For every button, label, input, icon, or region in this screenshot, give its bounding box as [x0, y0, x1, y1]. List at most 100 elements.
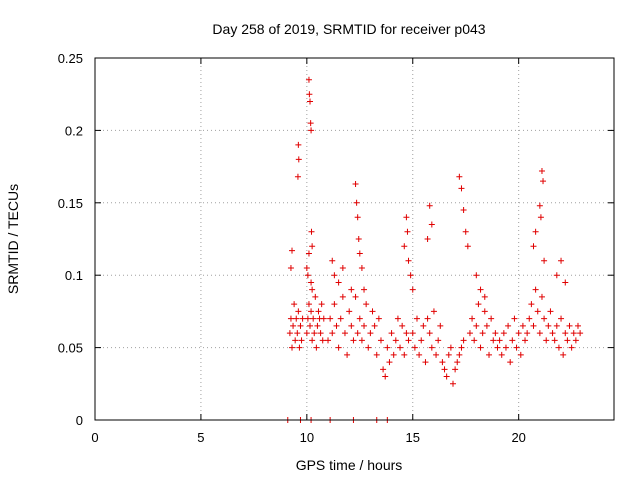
data-point	[437, 322, 444, 329]
data-point	[558, 257, 565, 264]
data-point	[369, 308, 376, 315]
y-tick-label: 0	[76, 413, 83, 428]
x-tick-label: 5	[197, 430, 204, 445]
data-point	[528, 301, 535, 308]
data-point	[507, 359, 514, 366]
data-point	[318, 301, 325, 308]
data-point	[447, 344, 454, 351]
axis-ticks: 0 5 10 15 20 0 0.05 0.1 0.15 0.2 0.25	[58, 51, 614, 445]
data-point	[494, 344, 501, 351]
data-point	[430, 308, 437, 315]
data-point	[352, 293, 359, 300]
data-point	[286, 330, 293, 337]
data-point	[502, 344, 509, 351]
data-point	[416, 351, 423, 358]
data-point	[386, 359, 393, 366]
data-point	[295, 156, 302, 163]
data-point	[313, 344, 320, 351]
data-point	[333, 322, 340, 329]
data-point	[404, 228, 411, 235]
data-point	[488, 315, 495, 322]
data-point	[445, 351, 452, 358]
data-point	[452, 366, 459, 373]
data-point	[435, 337, 442, 344]
data-point	[401, 351, 408, 358]
data-point	[298, 337, 305, 344]
y-tick-label: 0.25	[58, 51, 83, 66]
data-point	[337, 315, 344, 322]
plot-frame	[94, 57, 615, 421]
data-point	[356, 250, 363, 257]
data-point	[405, 337, 412, 344]
data-point	[526, 315, 533, 322]
data-point	[424, 315, 431, 322]
data-point	[505, 322, 512, 329]
data-point	[329, 330, 336, 337]
data-point	[310, 315, 317, 322]
data-point	[577, 330, 584, 337]
data-point	[293, 315, 300, 322]
data-point	[331, 272, 338, 279]
data-point	[348, 286, 355, 293]
data-point	[311, 330, 318, 337]
x-tick-label: 20	[511, 430, 525, 445]
data-point	[384, 344, 391, 351]
data-point	[481, 308, 488, 315]
chart-title: Day 258 of 2019, SRMTID for receiver p04…	[212, 21, 485, 37]
data-point	[454, 359, 461, 366]
data-point	[308, 279, 315, 286]
data-point	[405, 257, 412, 264]
data-point	[519, 322, 526, 329]
data-point	[553, 272, 560, 279]
data-point	[473, 272, 480, 279]
data-point	[483, 322, 490, 329]
data-point	[498, 351, 505, 358]
data-point	[352, 180, 359, 187]
data-point	[530, 322, 537, 329]
data-point	[572, 337, 579, 344]
data-point	[418, 337, 425, 344]
data-point	[392, 337, 399, 344]
data-point	[308, 228, 315, 235]
data-point	[532, 286, 539, 293]
data-point	[511, 315, 518, 322]
data-point	[361, 286, 368, 293]
data-point	[390, 351, 397, 358]
data-point	[462, 228, 469, 235]
data-point	[399, 322, 406, 329]
data-point	[566, 322, 573, 329]
data-point	[574, 322, 581, 329]
data-point	[292, 337, 299, 344]
data-point	[314, 322, 321, 329]
data-point	[295, 308, 302, 315]
x-tick-label: 10	[300, 430, 314, 445]
data-point	[490, 337, 497, 344]
data-point	[475, 301, 482, 308]
data-point	[397, 344, 404, 351]
data-point	[411, 344, 418, 351]
data-point	[289, 344, 296, 351]
data-point	[317, 330, 324, 337]
data-point	[460, 337, 467, 344]
data-point	[426, 202, 433, 209]
grid	[95, 58, 614, 420]
y-axis-label: SRMTID / TECUs	[5, 184, 21, 294]
data-point	[422, 359, 429, 366]
data-point	[428, 344, 435, 351]
data-point	[428, 221, 435, 228]
data-point	[568, 344, 575, 351]
data-point	[562, 279, 569, 286]
data-point	[450, 380, 457, 387]
data-point	[473, 322, 480, 329]
data-point	[325, 337, 332, 344]
y-tick-label: 0.05	[58, 341, 83, 356]
data-point	[466, 330, 473, 337]
data-point	[287, 315, 294, 322]
data-point	[319, 337, 326, 344]
data-point	[365, 344, 372, 351]
data-point	[308, 127, 315, 134]
data-point	[373, 351, 380, 358]
data-point	[496, 337, 503, 344]
